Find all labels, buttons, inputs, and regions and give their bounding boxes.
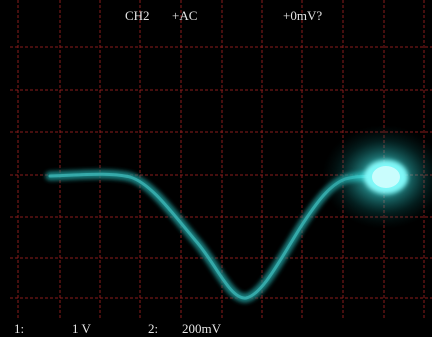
offset-label: +0mV? bbox=[283, 8, 322, 23]
oscilloscope-screen: CH2 +AC +0mV? 1: 1 V 2: 200mV bbox=[0, 0, 432, 337]
channel-label: CH2 bbox=[125, 8, 150, 23]
ch2-scale: 200mV bbox=[182, 321, 222, 336]
ch1-scale: 1 V bbox=[72, 321, 92, 336]
ch2-label: 2: bbox=[148, 321, 158, 336]
coupling-label: +AC bbox=[172, 8, 197, 23]
ch1-label: 1: bbox=[14, 321, 24, 336]
